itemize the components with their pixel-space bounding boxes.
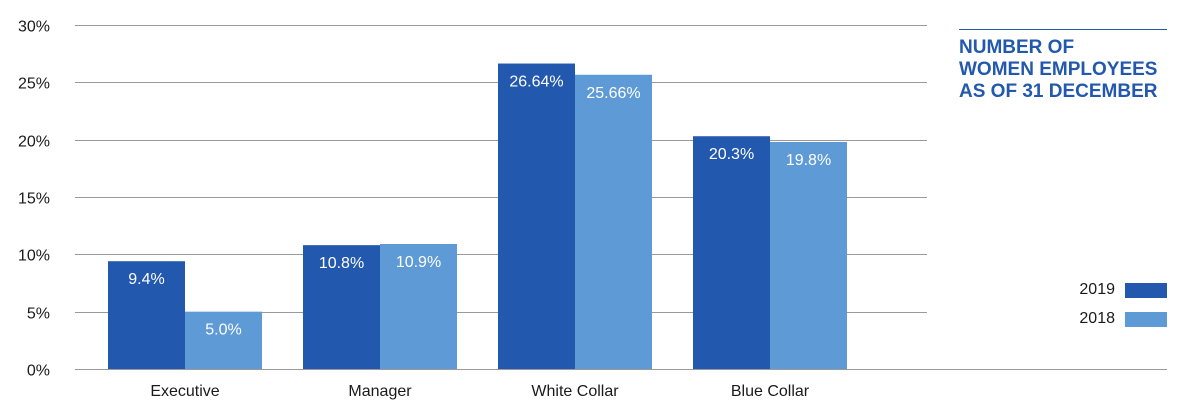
bar-2018-executive xyxy=(185,311,262,369)
legend-item-2019: 2019 xyxy=(1040,281,1167,298)
y-tick-label: 20% xyxy=(18,134,50,151)
bar-2018-manager xyxy=(380,244,457,369)
chart-title-line-2: WOMEN EMPLOYEES xyxy=(959,59,1158,80)
bar-2019-executive xyxy=(108,261,185,369)
data-label: 10.8% xyxy=(319,255,364,272)
x-category-label: Manager xyxy=(348,383,412,400)
data-label: 25.66% xyxy=(586,85,640,102)
data-label: 9.4% xyxy=(128,271,164,288)
data-label: 19.8% xyxy=(786,152,831,169)
data-labels: 9.4% 5.0% 10.8% 10.9% 26.64% 25.66% 20.3% 19.8% xyxy=(128,74,831,339)
x-category-label: White Collar xyxy=(531,383,619,400)
legend-swatch-2018 xyxy=(1125,311,1167,327)
data-label: 26.64% xyxy=(509,74,563,91)
bar-2019-white-collar xyxy=(498,63,575,369)
x-category-label: Blue Collar xyxy=(731,383,810,400)
data-label: 20.3% xyxy=(709,146,754,163)
title-rule xyxy=(959,29,1167,30)
y-tick-label: 15% xyxy=(18,191,50,208)
bars xyxy=(108,63,847,370)
y-tick-label: 30% xyxy=(18,19,50,36)
legend-label-2018: 2018 xyxy=(1079,310,1115,327)
y-axis-ticks: 0% 5% 10% 15% 20% 25% 30% xyxy=(18,19,50,380)
chart-title-line-3: AS OF 31 DECEMBER xyxy=(959,81,1158,102)
data-label: 5.0% xyxy=(205,322,241,339)
bar-2018-blue-collar xyxy=(770,141,847,369)
bar-2019-blue-collar xyxy=(693,136,770,369)
bar-2019-manager xyxy=(303,245,380,369)
y-tick-label: 0% xyxy=(27,363,50,380)
x-category-label: Executive xyxy=(150,383,219,400)
y-tick-label: 5% xyxy=(27,306,50,323)
x-axis-categories: Executive Manager White Collar Blue Collar xyxy=(150,383,809,400)
chart-title: NUMBER OF WOMEN EMPLOYEES AS OF 31 DECEM… xyxy=(959,37,1185,103)
chart-title-line-1: NUMBER OF xyxy=(959,37,1075,58)
y-tick-label: 10% xyxy=(18,248,50,265)
data-label: 10.9% xyxy=(396,254,441,271)
legend-label-2019: 2019 xyxy=(1079,281,1115,298)
legend-swatch-2019 xyxy=(1125,282,1167,298)
legend: 2019 2018 xyxy=(1040,281,1167,340)
y-tick-label: 25% xyxy=(18,76,50,93)
bar-2018-white-collar xyxy=(575,74,652,370)
legend-item-2018: 2018 xyxy=(1040,310,1167,327)
